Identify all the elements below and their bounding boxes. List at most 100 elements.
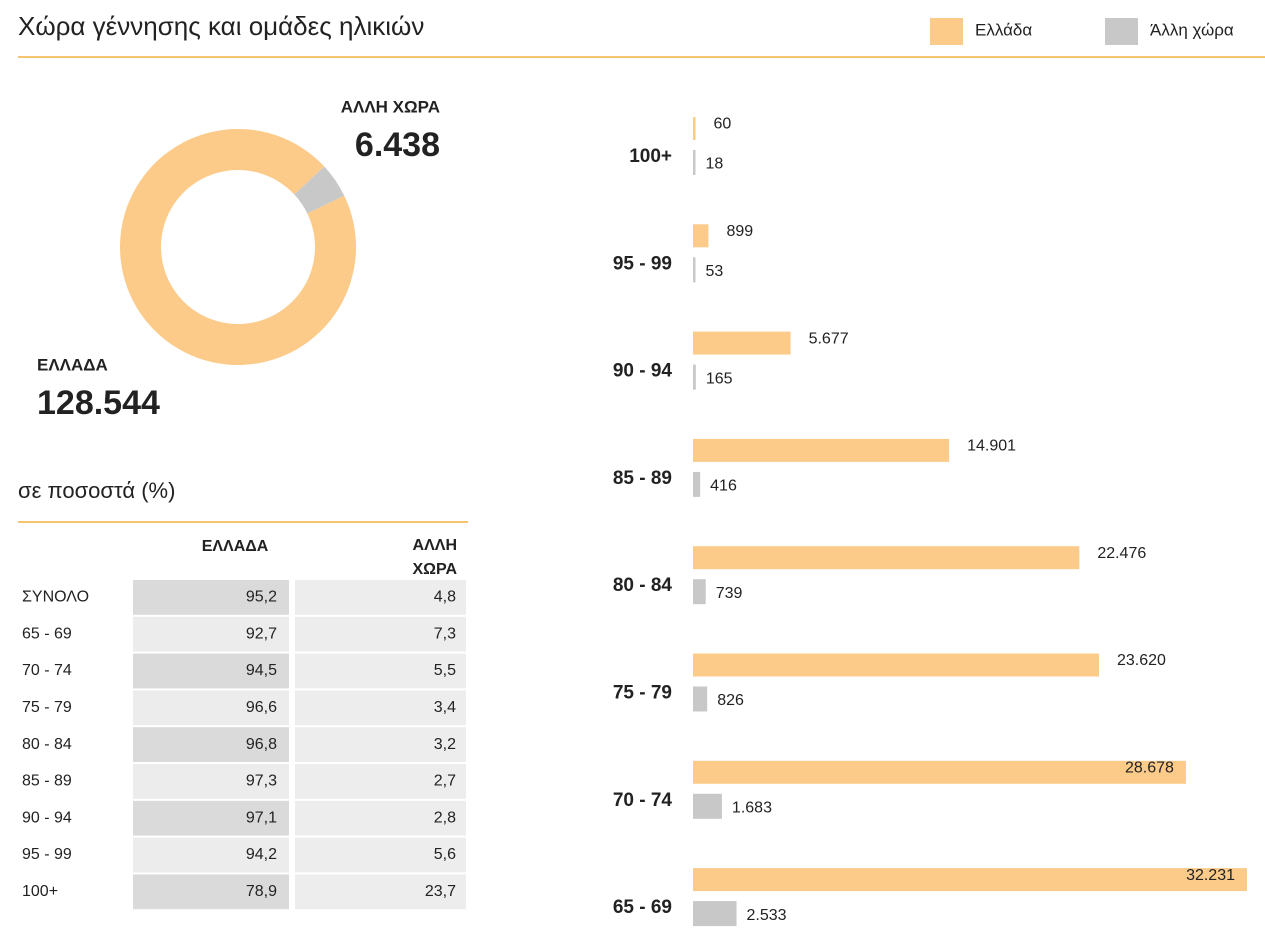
donut-slice — [119, 128, 357, 365]
table-cell: 97,1 — [246, 809, 277, 826]
table-cell: 5,5 — [434, 662, 456, 679]
table-cell: 96,6 — [246, 699, 277, 716]
bar-value: 18 — [706, 156, 724, 173]
bar-value: 32.231 — [1186, 867, 1235, 884]
table-cell: 2,8 — [434, 809, 456, 826]
donut-slice — [294, 166, 345, 214]
category-label: 70 - 74 — [613, 790, 673, 811]
table-cell-bg — [295, 800, 466, 836]
donut-value: 128.544 — [37, 384, 160, 422]
table-header: ΕΛΛΑΔΑ — [202, 538, 269, 555]
table-cell: ΣΥΝΟΛΟ — [22, 589, 89, 606]
bar-value: 14.901 — [967, 438, 1016, 455]
category-label: 90 - 94 — [613, 361, 673, 382]
bar — [693, 117, 696, 140]
table-cell-bg — [133, 837, 289, 873]
table-cell: 70 - 74 — [22, 662, 72, 679]
table-cell-bg — [295, 653, 466, 689]
table-cell: 2,7 — [434, 773, 456, 790]
category-label: 85 - 89 — [613, 468, 672, 489]
table-cell: 23,7 — [425, 883, 456, 900]
table-cell: 65 - 69 — [22, 625, 72, 642]
bar-value: 416 — [710, 478, 737, 495]
table-cell-bg — [295, 690, 466, 726]
table-cell: 92,7 — [246, 625, 277, 642]
bar-value: 23.620 — [1117, 652, 1166, 669]
table-cell-bg — [295, 874, 466, 910]
bar-value: 28.678 — [1125, 760, 1174, 777]
bar-value: 826 — [717, 692, 744, 709]
table-cell: 78,9 — [246, 883, 277, 900]
bar — [693, 331, 791, 355]
bar-value: 1.683 — [732, 800, 772, 817]
legend-swatch — [1105, 18, 1138, 45]
table-cell-bg — [133, 800, 289, 836]
bar — [693, 364, 696, 390]
bar — [693, 760, 1186, 784]
bar-value: 2.533 — [747, 907, 787, 924]
bar — [693, 546, 1080, 570]
bar-value: 53 — [706, 263, 724, 280]
bar-value: 165 — [706, 370, 733, 387]
donut-category: ΕΛΛΑΔΑ — [37, 355, 108, 374]
category-label: 75 - 79 — [613, 683, 672, 704]
table-cell-bg — [295, 727, 466, 762]
category-label: 80 - 84 — [613, 575, 673, 596]
table-cell-bg — [133, 653, 289, 689]
table-cell-bg — [133, 874, 289, 910]
bar — [693, 438, 950, 462]
category-label: 65 - 69 — [613, 897, 672, 918]
table-cell-bg — [133, 727, 289, 762]
table-caption: σε ποσοστά (%) — [18, 478, 175, 503]
bar — [693, 686, 708, 712]
table-cell-bg — [295, 616, 466, 652]
table-cell: 4,8 — [434, 589, 456, 606]
bar — [693, 471, 701, 497]
bar — [693, 653, 1099, 677]
table-cell-bg — [295, 837, 466, 873]
table-cell: 7,3 — [434, 625, 456, 642]
bar — [693, 257, 696, 283]
table-cell: 94,2 — [246, 846, 277, 863]
bar — [693, 901, 737, 927]
table-cell: 97,3 — [246, 773, 277, 790]
bar-value: 5.677 — [809, 330, 849, 347]
bar-value: 22.476 — [1097, 545, 1146, 562]
legend-label: Ελλάδα — [975, 20, 1032, 39]
bar-value: 899 — [726, 223, 753, 240]
donut-category: ΑΛΛΗ ΧΩΡΑ — [341, 97, 440, 116]
donut-value: 6.438 — [355, 126, 440, 164]
table-cell: 75 - 79 — [22, 699, 72, 716]
bar-value: 739 — [716, 585, 743, 602]
table-cell-bg — [295, 580, 466, 615]
table-header: ΑΛΛΗ ΧΩΡΑ — [412, 537, 457, 578]
bar — [693, 579, 706, 605]
table-cell-bg — [133, 690, 289, 726]
legend-label: Άλλη χώρα — [1150, 20, 1234, 39]
page-title: Χώρα γέννησης και ομάδες ηλικιών — [18, 11, 424, 41]
bar — [693, 150, 696, 175]
table-cell: 100+ — [22, 883, 58, 900]
table-cell: 90 - 94 — [22, 809, 72, 826]
table-cell: 96,8 — [246, 736, 277, 753]
bar — [693, 224, 709, 248]
table-cell: 3,4 — [434, 699, 456, 716]
legend-swatch — [930, 18, 963, 45]
table-cell: 80 - 84 — [22, 736, 72, 753]
bar-value: 60 — [714, 116, 732, 133]
table-cell: 95 - 99 — [22, 846, 72, 863]
table-cell-bg — [133, 580, 289, 615]
table-cell: 95,2 — [246, 589, 277, 606]
bar — [693, 793, 722, 819]
table-cell: 3,2 — [434, 736, 456, 753]
table-cell-bg — [133, 764, 289, 799]
table-cell: 5,6 — [434, 846, 456, 863]
bar — [693, 868, 1247, 892]
category-label: 95 - 99 — [613, 253, 672, 274]
table-cell-bg — [295, 764, 466, 799]
table-cell-bg — [133, 616, 289, 652]
category-label: 100+ — [629, 146, 672, 167]
table-cell: 94,5 — [246, 662, 277, 679]
table-cell: 85 - 89 — [22, 773, 72, 790]
